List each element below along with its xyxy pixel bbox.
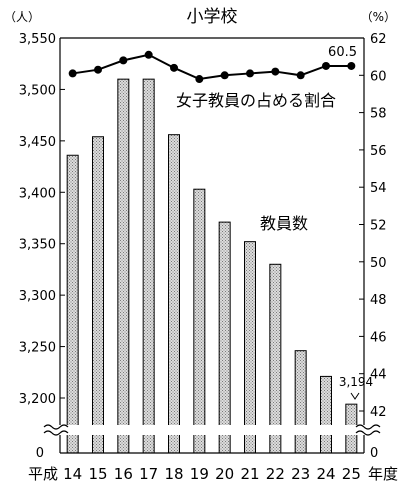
last-bar-label-leader (350, 392, 360, 400)
series-label-teachers: 教員数 (260, 214, 308, 233)
right-axis-tick-label: 56 (370, 144, 387, 159)
right-axis-tick-label: 62 (370, 32, 387, 47)
x-axis-tick-label: 22 (266, 465, 285, 483)
chart-title: 小学校 (187, 7, 238, 27)
left-axis-tick-label: 3,300 (19, 289, 56, 304)
left-axis-unit: （人） (4, 10, 40, 24)
ratio-point (322, 61, 330, 70)
right-axis-zero-label: 0 (370, 446, 378, 461)
left-axis-zero-label: 0 (36, 446, 44, 461)
x-axis-tick-label: 23 (291, 465, 310, 483)
left-axis-tick-label: 3,400 (19, 186, 56, 201)
ratio-point (94, 65, 102, 74)
last-bar-label: 3,194 (339, 375, 373, 389)
bar (193, 188, 206, 454)
bar (168, 134, 180, 454)
ratio-point (170, 63, 178, 72)
series-label-ratio: 女子教員の占める割合 (176, 91, 336, 110)
right-axis-tick-label: 46 (370, 330, 387, 345)
x-axis-prefix: 平成 (28, 465, 58, 483)
right-axis-tick-label: 44 (370, 368, 387, 383)
right-axis-tick-label: 50 (370, 256, 387, 271)
bar (117, 78, 130, 454)
left-axis-ticks: 3,550 3,500 3,450 3,400 3,350 3,300 3,250 3,200 (19, 32, 65, 407)
right-axis-tick-label: 52 (370, 219, 387, 234)
left-axis-tick-label: 3,350 (19, 238, 56, 253)
x-axis-tick-label: 14 (63, 465, 82, 483)
bar (92, 136, 104, 454)
ratio-point (246, 69, 254, 78)
bar (320, 375, 332, 454)
x-axis-tick-label: 15 (88, 465, 107, 483)
x-axis-tick-label: 25 (342, 465, 361, 483)
ratio-point (195, 75, 204, 84)
bar (142, 78, 155, 454)
axis-break-mark-left (43, 424, 69, 436)
bar (244, 241, 256, 454)
right-axis-ticks: 62 60 58 56 54 52 50 48 46 44 42 (359, 32, 387, 420)
line-series (68, 50, 356, 84)
left-axis-tick-label: 3,550 (19, 32, 56, 47)
last-point-label: 60.5 (328, 45, 357, 60)
x-axis-tick-label: 18 (164, 465, 183, 483)
ratio-point (68, 69, 77, 78)
x-axis-tick-label: 17 (139, 465, 158, 483)
x-axis-tick-label: 16 (114, 465, 133, 483)
x-axis-suffix: 年度 (368, 465, 398, 483)
right-axis-tick-label: 60 (370, 69, 387, 84)
ratio-point (119, 56, 128, 65)
ratio-point (296, 71, 305, 80)
bar (269, 263, 282, 454)
ratio-point (220, 71, 229, 80)
right-axis-tick-label: 54 (370, 181, 387, 196)
ratio-point (347, 61, 356, 70)
bar (218, 221, 231, 454)
bar (294, 350, 307, 454)
bar (66, 154, 79, 454)
axis-break-mark-right (355, 424, 381, 436)
bar-series (66, 78, 358, 454)
x-axis-tick-label: 24 (316, 465, 335, 483)
x-axis-labels: 14 15 16 17 18 19 20 21 22 23 24 25 (63, 465, 361, 483)
x-axis-tick-label: 21 (240, 465, 259, 483)
right-axis-unit: （%） (361, 10, 396, 24)
ratio-line (72, 53, 352, 81)
axis-break-gap (58, 425, 366, 435)
x-axis-tick-label: 19 (190, 465, 209, 483)
right-axis-tick-label: 48 (370, 293, 387, 308)
right-axis-tick-label: 58 (370, 107, 387, 122)
left-axis-tick-label: 3,450 (19, 135, 56, 150)
left-axis-tick-label: 3,200 (19, 392, 56, 407)
left-axis-tick-label: 3,250 (19, 341, 56, 356)
ratio-point (271, 67, 280, 76)
x-axis-tick-label: 20 (215, 465, 234, 483)
left-axis-tick-label: 3,500 (19, 83, 56, 98)
ratio-point (144, 50, 153, 59)
right-axis-tick-label: 42 (370, 405, 387, 420)
